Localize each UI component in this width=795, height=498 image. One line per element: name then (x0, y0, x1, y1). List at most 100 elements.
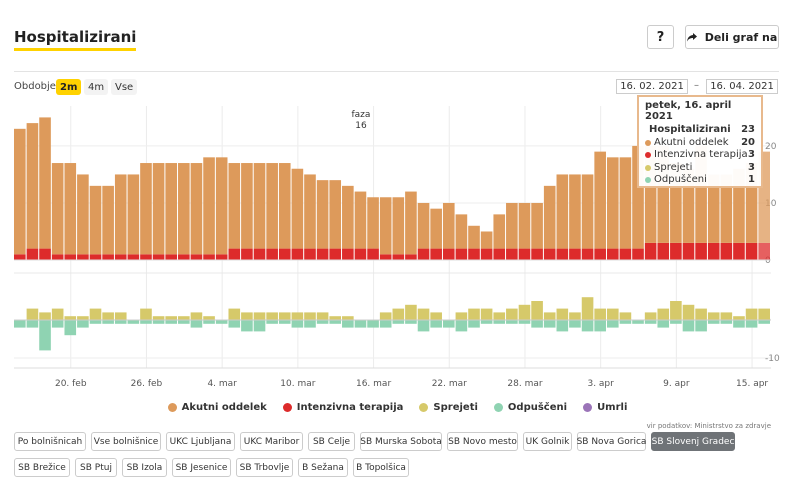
admitted-bar (405, 304, 417, 320)
acute-bar (178, 163, 190, 255)
discharged-legend-dot-icon (493, 403, 503, 412)
admitted-bar (379, 312, 392, 320)
discharged-bar (430, 320, 442, 328)
discharged-bar (657, 320, 670, 328)
hospital-button[interactable]: B Sežana (298, 458, 348, 477)
acute-bar (114, 174, 127, 255)
share-button[interactable]: Deli graf na (685, 25, 779, 49)
icu-bar (304, 248, 316, 260)
acute-bar (304, 174, 316, 249)
acute-bar (266, 163, 278, 249)
acute-bar (506, 202, 518, 249)
acute-bar (253, 163, 266, 249)
period-2m-button[interactable]: 2m (56, 79, 82, 95)
icu-bar (77, 254, 89, 260)
hospital-button[interactable]: SB Ptuj (75, 458, 117, 477)
date-from-input[interactable]: 16. 02. 2021 (616, 79, 688, 94)
acute-bar (670, 163, 682, 243)
icu-bar (682, 242, 695, 260)
tooltip-row-value: 3 (748, 149, 755, 160)
acute-bar (657, 145, 670, 243)
phase-annotation-value: 16 (355, 121, 367, 131)
discharged-bar (114, 320, 127, 324)
period-4m-button[interactable]: 4m (84, 79, 109, 95)
icu-bar (228, 248, 241, 260)
hospital-button[interactable]: SB Izola (122, 458, 167, 477)
hospital-button[interactable]: SB Celje (308, 432, 355, 451)
acute-bar (543, 185, 556, 249)
legend-label: Umrli (597, 402, 628, 413)
icu-bar (758, 242, 770, 260)
icu-bar (720, 242, 733, 260)
admitted-bar (417, 308, 430, 320)
acute-bar (745, 163, 758, 243)
icu-bar (89, 254, 102, 260)
discharged-bar (102, 320, 114, 324)
admitted-bar (430, 312, 442, 320)
icu-bar (493, 248, 506, 260)
legend-item-deceased[interactable]: Umrli (583, 402, 627, 413)
hospital-button[interactable]: SB Novo mesto (447, 432, 518, 451)
discharged-bar (367, 320, 379, 328)
legend-item-discharged[interactable]: Odpuščeni (493, 402, 567, 413)
icu-bar (316, 248, 329, 260)
hospital-button[interactable]: SB Trbovlje (236, 458, 293, 477)
hospital-button[interactable]: UK Golnik (523, 432, 572, 451)
hospital-button[interactable]: SB Jesenice (172, 458, 231, 477)
hospital-button[interactable]: SB Brežice (14, 458, 70, 477)
admitted-bar (114, 312, 127, 320)
hospital-button[interactable]: UKC Maribor (240, 432, 303, 451)
chart-tooltip: petek, 16. april 2021 Hospitalizirani 23… (637, 95, 763, 188)
icu-bar (644, 242, 657, 260)
x-tick-label: 15. apr (736, 379, 768, 389)
acute-bar (241, 163, 253, 249)
legend-item-acute[interactable]: Akutni oddelek (167, 402, 267, 413)
admitted-bar (329, 316, 342, 320)
acute-bar (480, 231, 493, 249)
discharged-bar (51, 320, 64, 328)
tooltip-row-label: Akutni oddelek (654, 136, 729, 148)
icu-bar (39, 248, 51, 260)
acute-bar (64, 163, 77, 255)
icu-bar (745, 242, 758, 260)
legend-item-icu[interactable]: Intenzivna terapija (282, 402, 403, 413)
hospital-button[interactable]: SB Murska Sobota (360, 432, 442, 451)
acute-bar (102, 185, 114, 255)
period-all-button[interactable]: Vse (111, 79, 138, 95)
hospital-button[interactable]: Vse bolnišnice (91, 432, 161, 451)
date-to-input[interactable]: 16. 04. 2021 (706, 79, 778, 94)
icu-bar (506, 248, 518, 260)
x-tick-label: 28. mar (507, 379, 542, 389)
y-tick-label: -10 (765, 354, 780, 364)
acute-bar (39, 117, 51, 249)
admitted-bar (480, 308, 493, 320)
icu-bar (480, 248, 493, 260)
icu-bar (253, 248, 266, 260)
hospital-button[interactable]: UKC Ljubljana (166, 432, 235, 451)
icu-bar (127, 254, 140, 260)
tooltip-row-label: Odpuščeni (654, 174, 707, 185)
help-button[interactable]: ? (647, 25, 674, 49)
hospital-button[interactable]: B Topolšica (353, 458, 409, 477)
admitted-bar (581, 297, 594, 320)
admitted-bar (758, 308, 770, 320)
acute-bar (392, 197, 405, 255)
tooltip-row-discharged: Odpuščeni 1 (645, 174, 755, 187)
hospital-button[interactable]: SB Nova Gorica (577, 432, 646, 451)
icu-bar (733, 242, 745, 260)
legend-item-admitted[interactable]: Sprejeti (419, 402, 478, 413)
tooltip-row-value: 23 (741, 124, 755, 135)
discharged-bar (253, 320, 266, 332)
discharged-bar (140, 320, 152, 324)
legend-label: Sprejeti (433, 402, 478, 413)
page-title: Hospitalizirani (14, 28, 137, 51)
hospital-button[interactable]: Po bolnišnicah (14, 432, 86, 451)
discharged-bar (190, 320, 203, 328)
tooltip-row-total: Hospitalizirani 23 (645, 124, 755, 137)
acute-bar (51, 163, 64, 255)
acute-bar (342, 185, 354, 249)
admitted-bar (77, 316, 89, 320)
hospital-button-active[interactable]: SB Slovenj Gradec (651, 432, 735, 451)
icu-bar (606, 248, 619, 260)
